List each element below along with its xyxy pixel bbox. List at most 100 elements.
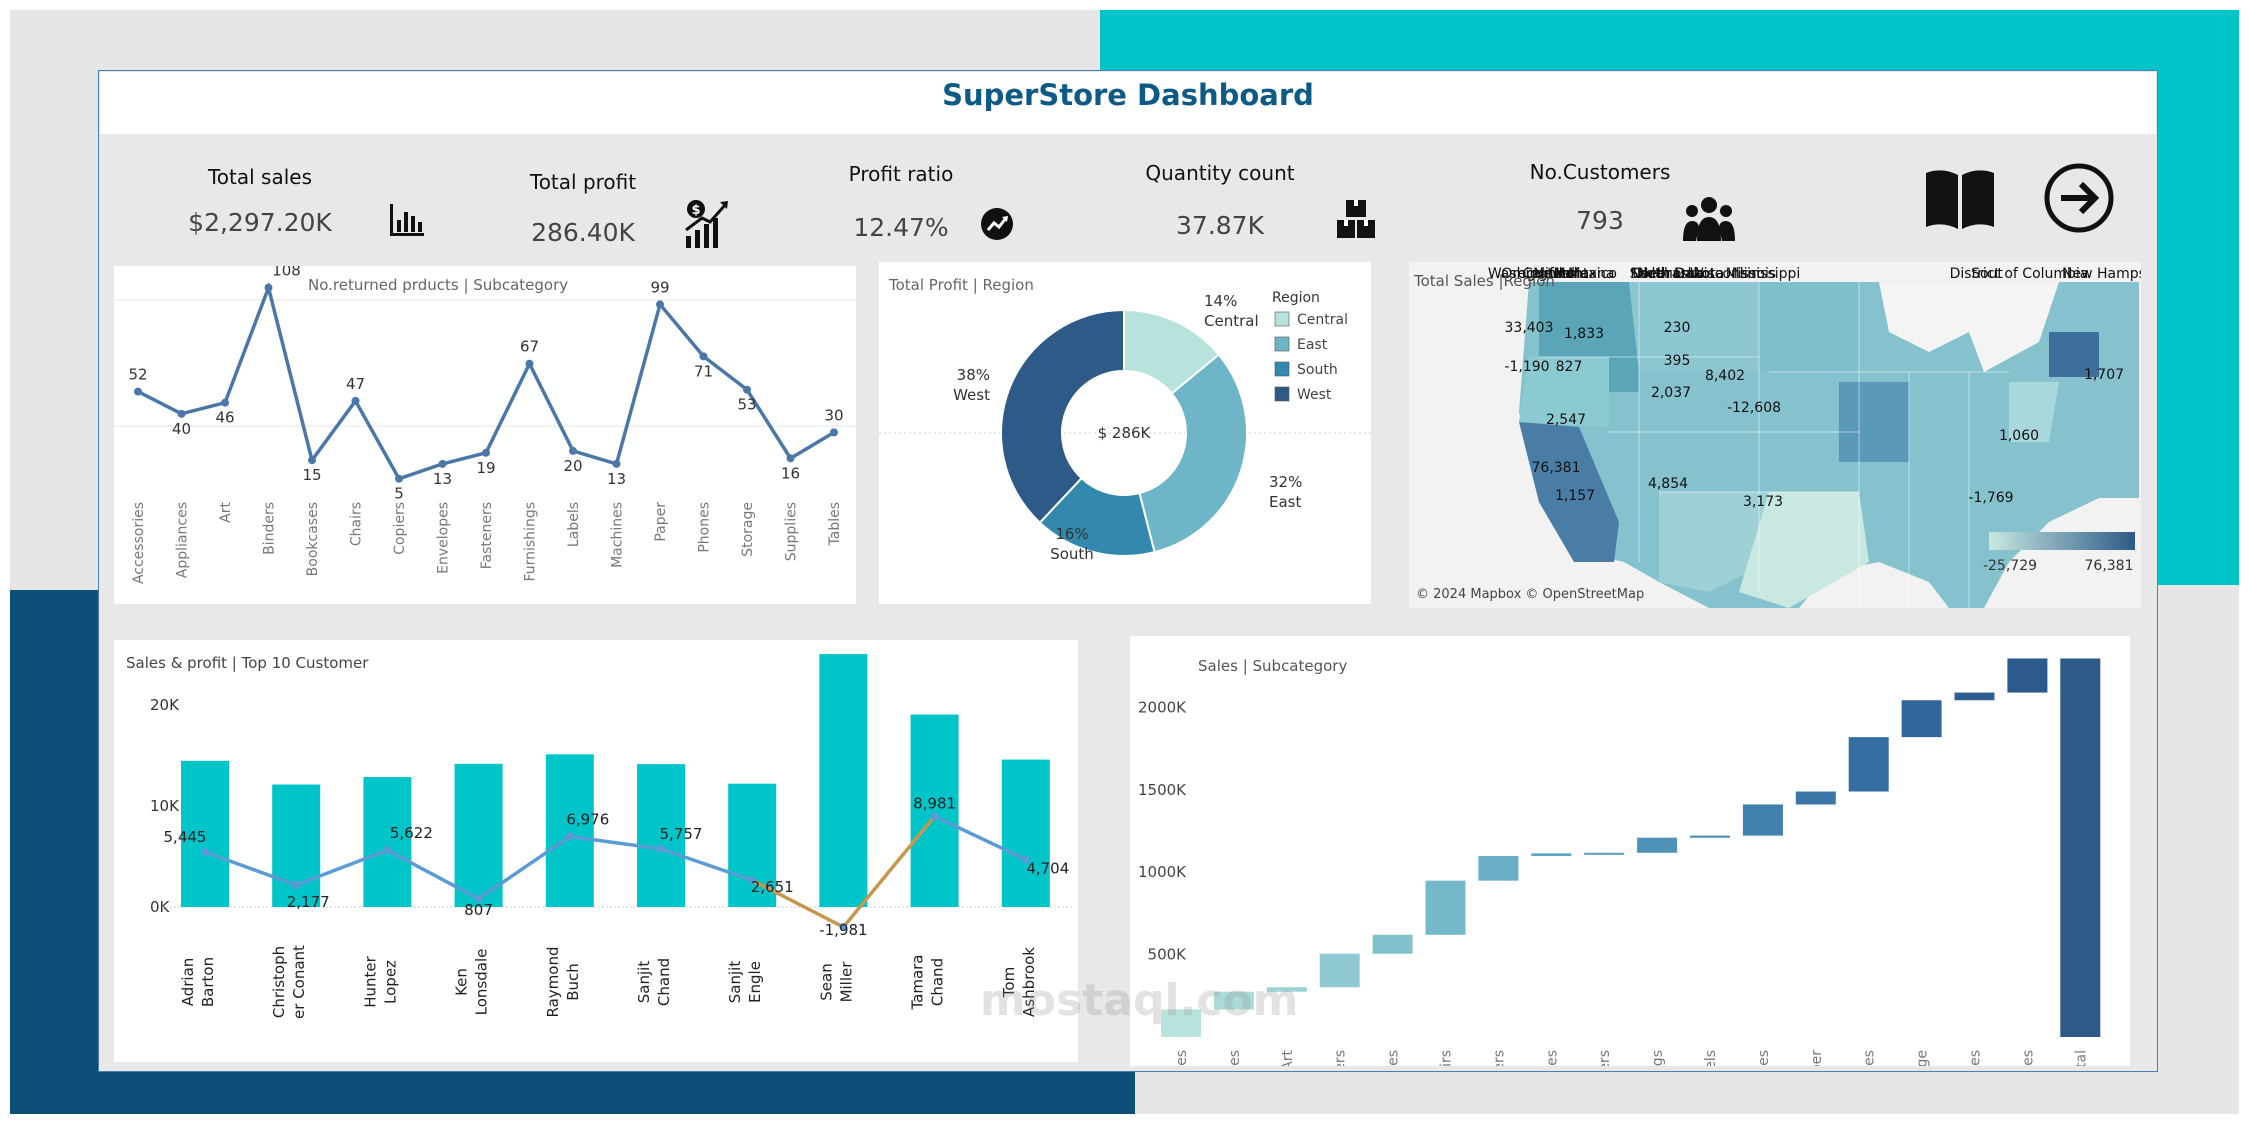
x-tick-label: Storage: [740, 502, 756, 557]
map-state-label: North Dakota: [1630, 266, 1723, 282]
x-tick-label: Buch: [564, 963, 582, 1001]
x-tick-label: Phones: [697, 502, 713, 553]
data-point: [221, 398, 229, 407]
data-point: [786, 454, 795, 463]
svg-text:$: $: [691, 203, 700, 218]
x-tick-label: Art: [1280, 1049, 1296, 1066]
waterfall-bar: [1848, 737, 1889, 792]
waterfall-bar: [1266, 987, 1307, 992]
sales-bar: [363, 776, 412, 907]
state-oregon: [1519, 357, 1609, 427]
profit-label: -1,981: [819, 921, 867, 939]
x-tick-label: Ashbrook: [1020, 947, 1038, 1017]
x-tick-label: er Conant: [290, 945, 308, 1019]
legend-label: Central: [1297, 312, 1348, 328]
slice-name: South: [1050, 545, 1094, 563]
x-tick-label: Labels: [566, 502, 582, 547]
map-value-label: -1,190: [1504, 359, 1549, 375]
profit-point: [474, 894, 483, 903]
legend-title: Region: [1272, 290, 1320, 306]
slice-percent: 16%: [1055, 525, 1088, 543]
x-tick-label: Miller: [837, 961, 855, 1003]
profit-label: 8,981: [913, 794, 956, 812]
profit-label: 5,622: [390, 824, 433, 842]
map-state-label: Nebraska: [1638, 266, 1704, 282]
x-tick-label: Envelopes: [1544, 1050, 1560, 1066]
x-tick-label: Tamara: [909, 954, 927, 1010]
kpi-value-profit-ratio: 12.47%: [853, 213, 949, 242]
x-tick-label: Machines: [1756, 1050, 1772, 1066]
dashboard-title: SuperStore Dashboard: [942, 78, 1314, 112]
map-state-label: Idaho: [1549, 266, 1588, 282]
sales-bar: [637, 764, 685, 907]
data-label: 5: [394, 485, 404, 503]
legend-swatch: [1274, 311, 1290, 327]
x-tick-label: Engle: [746, 961, 764, 1003]
profit-line-segment: [477, 835, 571, 901]
data-label: 47: [346, 375, 365, 393]
map-value-label: 1,833: [1564, 326, 1604, 342]
data-point: [395, 474, 403, 483]
sales-subcategory-panel: [1130, 636, 2130, 1066]
data-point: [438, 459, 447, 468]
x-tick-label: Tables: [2020, 1050, 2036, 1066]
x-tick-label: Lopez: [381, 960, 399, 1004]
data-point: [612, 459, 621, 468]
sales-bar: [910, 714, 959, 907]
profit-line-segment: [386, 848, 480, 901]
kpi-label-total-sales: Total sales: [207, 165, 313, 189]
state-new-york: [2049, 332, 2099, 377]
profit-region-chart: 14% Central 32% East 16% South 38% West $ 286K Re…: [879, 290, 1371, 563]
x-tick-label: Storage: [1915, 1050, 1931, 1066]
title-bar: [100, 72, 2156, 134]
waterfall-bar: [1690, 835, 1730, 838]
arrow-right-circle-icon[interactable]: [2043, 162, 2115, 234]
waterfall-bar: [1954, 692, 1995, 701]
data-label: 30: [824, 406, 843, 424]
x-tick-label: Christoph: [270, 946, 288, 1018]
x-tick-label: Tom: [1000, 967, 1018, 998]
x-tick-label: Lonsdale: [473, 949, 491, 1016]
donut-center-label: $ 286K: [1098, 424, 1152, 442]
profit-point: [201, 848, 209, 857]
waterfall-bar: [1425, 880, 1466, 935]
legend-label: West: [1297, 387, 1332, 403]
x-tick-label: Copiers: [392, 502, 408, 555]
map-state-label: Wisconsin: [1690, 266, 1760, 282]
waterfall-bar: [1161, 1009, 1201, 1037]
book-icon[interactable]: [1922, 167, 1998, 231]
profit-label: 5,445: [164, 828, 207, 846]
slice-percent: 38%: [957, 366, 990, 384]
trend-circle-icon: [981, 208, 1013, 240]
profit-line-segment: [660, 847, 753, 882]
waterfall-bar: [1319, 953, 1360, 988]
map-value-label: 76,381: [1532, 460, 1581, 476]
waterfall-bar: [1584, 852, 1625, 855]
color-legend-bar: [1989, 532, 2135, 550]
data-label: 53: [737, 396, 756, 414]
x-tick-label: Paper: [1809, 1050, 1825, 1066]
map-state-label: District of Columbia: [1950, 266, 2089, 282]
x-tick-label: Furnishings: [1650, 1050, 1666, 1066]
profit-point: [1021, 855, 1030, 864]
x-tick-label: Appliances: [175, 502, 191, 578]
map-state-label: Washington: [1488, 266, 1570, 282]
y-tick-label: 500K: [1148, 946, 1188, 964]
profit-point: [748, 876, 757, 885]
map-state-label: California: [1523, 266, 1589, 282]
sales-bar: [1001, 759, 1050, 907]
map-state-label: Oregon: [1501, 266, 1552, 282]
state-texas: [1739, 492, 1869, 608]
profit-point: [839, 923, 848, 932]
slice-name: West: [953, 386, 990, 404]
map-value-label: 33,403: [1505, 320, 1554, 336]
canada-area: [1969, 282, 2059, 372]
x-tick-label: Fasteners: [479, 502, 495, 569]
sales-region-map: 33,403 Washington -1,190 Oregon 827 Idaho 1,83…: [1488, 266, 2141, 608]
x-tick-label: Tables: [827, 502, 843, 547]
waterfall-bar: [2007, 658, 2048, 693]
x-tick-label: Envelopes: [436, 502, 452, 574]
profit-line-segment: [295, 848, 389, 887]
returned-products-panel: [114, 266, 856, 604]
sales-subcategory-title: Sales | Subcategory: [1198, 657, 1348, 675]
